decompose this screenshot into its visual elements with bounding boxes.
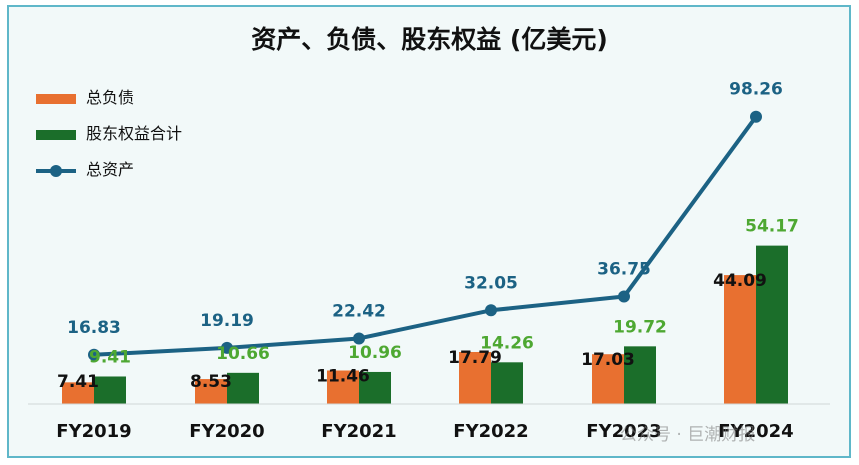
point-total-assets-FY2022 xyxy=(485,304,497,317)
bar-equity-FY2022 xyxy=(491,362,523,404)
data-label-total-assets: 19.19 xyxy=(200,311,254,331)
data-label-equity: 10.66 xyxy=(216,344,270,364)
data-label-total-assets: 98.26 xyxy=(729,80,783,100)
bar-liabilities-FY2019 xyxy=(62,382,94,404)
data-label-equity: 10.96 xyxy=(348,343,402,363)
chart-frame xyxy=(7,5,851,458)
legend-label-assets: 总资产 xyxy=(86,160,135,179)
data-label-liabilities: 11.46 xyxy=(316,366,370,386)
data-label-total-assets: 36.75 xyxy=(597,260,651,280)
legend-label-liabilities: 总负债 xyxy=(86,88,135,107)
data-label-liabilities: 8.53 xyxy=(190,372,232,392)
watermark-text: 公众号 · 巨潮财报 xyxy=(620,425,756,445)
bar-liabilities-FY2021 xyxy=(327,370,359,404)
x-tick-label: FY2020 xyxy=(189,421,264,442)
bar-liabilities-FY2022 xyxy=(459,351,491,404)
data-label-equity: 14.26 xyxy=(480,333,534,353)
data-label-equity: 9.41 xyxy=(89,347,131,367)
data-label-liabilities: 17.79 xyxy=(448,348,502,368)
data-label-liabilities: 17.03 xyxy=(581,350,635,370)
point-total-assets-FY2023 xyxy=(618,290,630,303)
bar-equity-FY2023 xyxy=(624,346,656,404)
data-label-equity: 19.72 xyxy=(613,317,667,337)
bar-liabilities-FY2023 xyxy=(592,354,624,404)
point-total-assets-FY2020 xyxy=(221,341,233,354)
point-total-assets-FY2024 xyxy=(750,110,762,123)
bar-liabilities-FY2020 xyxy=(195,379,227,404)
legend-item-assets: 总资产 xyxy=(33,158,233,182)
legend-swatch-liabilities xyxy=(36,94,76,104)
data-label-liabilities: 44.09 xyxy=(713,271,767,291)
chart-title: 资产、负债、股东权益 (亿美元) xyxy=(251,25,608,54)
data-label-equity: 54.17 xyxy=(745,217,799,237)
line-total-assets xyxy=(93,115,758,357)
bar-equity-FY2024 xyxy=(756,245,788,404)
bar-liabilities-FY2024 xyxy=(724,275,756,404)
data-label-total-assets: 22.42 xyxy=(332,301,386,321)
data-label-liabilities: 7.41 xyxy=(57,372,99,392)
x-tick-label: FY2021 xyxy=(321,421,396,442)
data-label-total-assets: 16.83 xyxy=(67,318,121,338)
legend-swatch-equity xyxy=(36,130,76,140)
point-total-assets-FY2019 xyxy=(88,348,100,361)
bar-equity-FY2021 xyxy=(359,371,391,404)
x-tick-label: FY2024 xyxy=(718,421,793,442)
legend-item-liabilities: 总负债 xyxy=(33,86,233,110)
point-total-assets-FY2021 xyxy=(353,332,365,345)
bar-equity-FY2019 xyxy=(94,376,126,404)
x-tick-label: FY2019 xyxy=(56,421,131,442)
legend-marker-assets xyxy=(50,165,62,177)
data-label-total-assets: 32.05 xyxy=(464,273,518,293)
legend-item-equity: 股东权益合计 xyxy=(33,122,233,146)
bar-equity-FY2020 xyxy=(227,372,259,404)
x-tick-label: FY2023 xyxy=(586,421,661,442)
x-tick-label: FY2022 xyxy=(453,421,528,442)
legend-label-equity: 股东权益合计 xyxy=(86,124,183,143)
